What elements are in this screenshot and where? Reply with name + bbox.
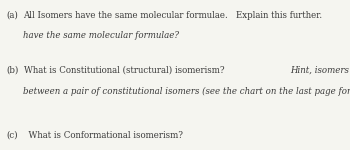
Text: All Isomers have the same molecular formulae.   Explain this further.: All Isomers have the same molecular form… — [23, 11, 328, 20]
Text: What is Constitutional (structural) isomerism?: What is Constitutional (structural) isom… — [24, 66, 230, 75]
Text: between a pair of constitutional isomers (see the chart on the last page for exa: between a pair of constitutional isomers… — [23, 87, 350, 96]
Text: (c): (c) — [6, 130, 18, 140]
Text: What is Conformational isomerism?: What is Conformational isomerism? — [23, 130, 183, 140]
Text: (a): (a) — [6, 11, 18, 20]
Text: (b): (b) — [6, 66, 19, 75]
Text: Hint, isomers are different, so what is different: Hint, isomers are different, so what is … — [290, 66, 350, 75]
Text: have the same molecular formulae?: have the same molecular formulae? — [23, 32, 179, 40]
